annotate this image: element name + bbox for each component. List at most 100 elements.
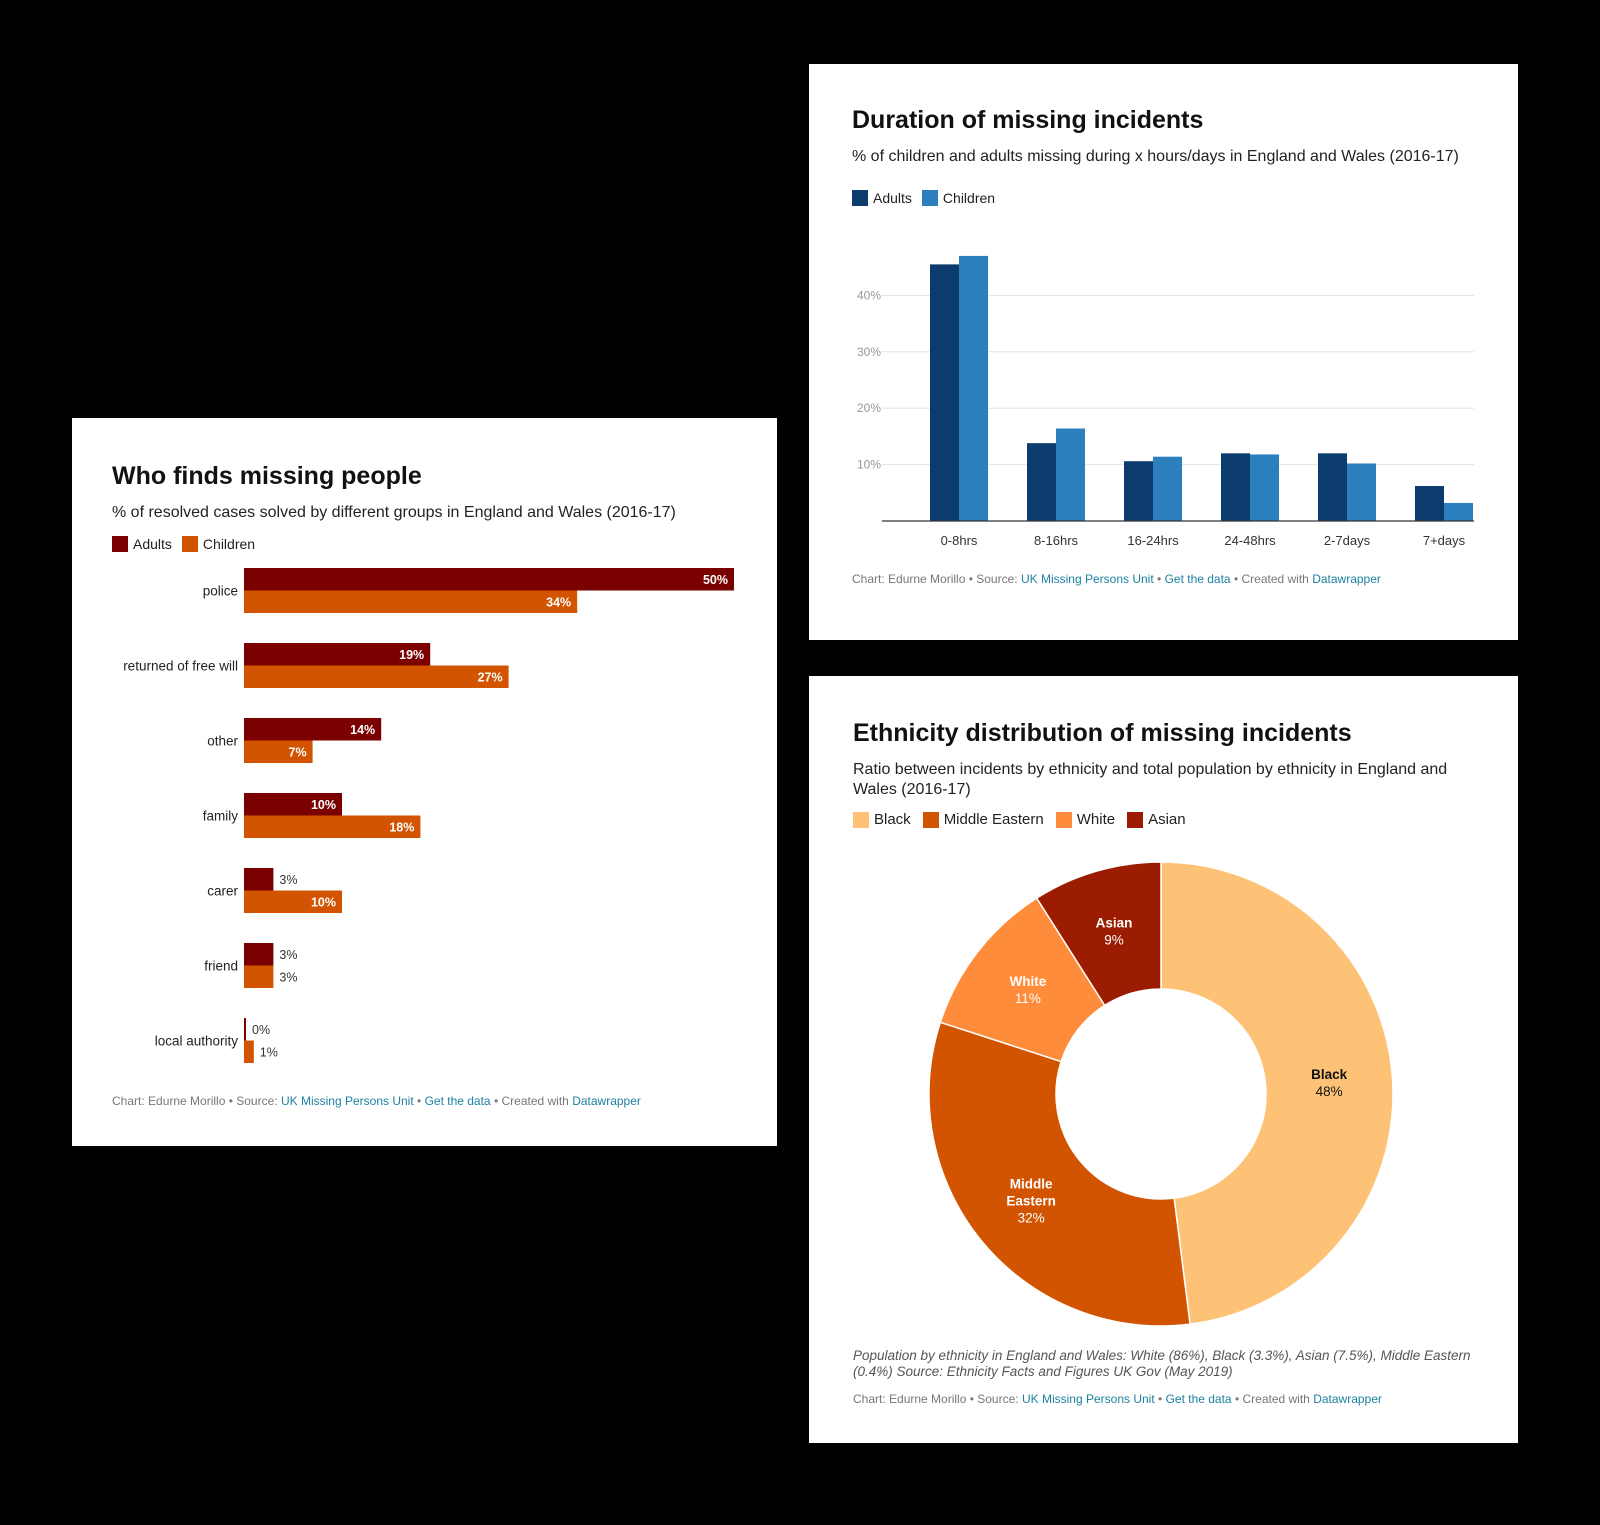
bar-adults	[244, 943, 274, 966]
value-label: 1%	[260, 1045, 278, 1059]
legend-label-black: Black	[874, 811, 911, 828]
legend-swatch-adults	[112, 536, 128, 552]
slice-label: 32%	[1018, 1210, 1045, 1225]
legend-swatch-middle-eastern	[922, 811, 939, 828]
footer-source-link[interactable]: UK Missing Persons Unit	[1020, 572, 1154, 586]
category-label: returned of free will	[123, 659, 238, 674]
bar-adults	[244, 793, 342, 816]
legend-label-asian: Asian	[1148, 811, 1186, 828]
legend-swatch-adults	[852, 190, 868, 206]
footer-datawrapper-link[interactable]: Datawrapper	[572, 1094, 641, 1108]
y-tick-label: 10%	[857, 458, 881, 472]
slice-black	[1160, 861, 1394, 1326]
ethnicity-title: Ethnicity distribution of missing incide…	[853, 719, 1352, 747]
bar-children	[244, 1040, 254, 1063]
x-tick-label: 16-24hrs	[1127, 533, 1179, 548]
legend-item-children: Children	[921, 190, 996, 206]
category-label: family	[203, 809, 239, 824]
bar-adults	[1415, 486, 1444, 521]
slice-label: Middle	[1010, 1176, 1053, 1191]
footer-source-link[interactable]: UK Missing Persons Unit	[280, 1094, 414, 1108]
bar-children	[1056, 428, 1085, 521]
legend-item-children: Children	[181, 536, 256, 552]
footer-credit: Chart: Edurne Morillo • Source:	[112, 1094, 278, 1108]
ethnicity-legend: Black Middle Eastern White Asian	[853, 811, 1196, 828]
slice-label: 9%	[1104, 933, 1124, 948]
legend-label-children: Children	[942, 190, 996, 206]
bar-children	[1153, 456, 1182, 521]
who-finds-footer: Chart: Edurne Morillo • Source: UK Missi…	[112, 1094, 641, 1108]
duration-footer: Chart: Edurne Morillo • Source: UK Missi…	[852, 572, 1381, 586]
footer-datawrapper-link[interactable]: Datawrapper	[1312, 572, 1381, 586]
legend-item-adults: Adults	[112, 536, 172, 552]
bar-children	[1444, 502, 1473, 521]
legend-label-children: Children	[202, 536, 256, 552]
value-label: 18%	[389, 820, 414, 834]
who-finds-card: Who finds missing people % of resolved c…	[72, 418, 777, 1146]
footer-datawrapper-link[interactable]: Datawrapper	[1313, 1392, 1382, 1406]
legend-label-adults: Adults	[873, 190, 912, 206]
y-tick-label: 40%	[857, 288, 881, 302]
legend-label-middle-eastern: Middle Eastern	[943, 811, 1044, 828]
x-tick-label: 0-8hrs	[941, 533, 978, 548]
value-label: 14%	[350, 723, 375, 737]
who-finds-subtitle: % of resolved cases solved by different …	[112, 504, 676, 521]
value-label: 0%	[252, 1023, 270, 1037]
category-label: local authority	[155, 1034, 239, 1049]
x-tick-label: 2-7days	[1324, 533, 1371, 548]
value-label: 10%	[311, 798, 336, 812]
slice-label: Black	[1311, 1067, 1348, 1082]
footer-created: • Created with	[1234, 1392, 1310, 1406]
bar-children	[1347, 463, 1376, 521]
bar-children	[244, 815, 421, 838]
ethnicity-card: Ethnicity distribution of missing incide…	[809, 676, 1518, 1443]
bar-adults	[930, 264, 959, 521]
category-label: friend	[204, 959, 238, 974]
ethnicity-donut-chart: Black 48% Middle Eastern 32% White 11% Asian 9%	[928, 861, 1394, 1327]
value-label: 34%	[546, 595, 571, 609]
category-label: other	[207, 734, 238, 749]
bar-children	[1250, 454, 1279, 521]
value-label: 3%	[279, 948, 297, 962]
ethnicity-footer: Chart: Edurne Morillo • Source: UK Missi…	[853, 1392, 1382, 1406]
legend-swatch-white	[1055, 811, 1072, 828]
legend-swatch-black	[853, 811, 869, 828]
slice-asian	[1035, 861, 1162, 1007]
legend-item-middle-eastern: Middle Eastern	[922, 811, 1044, 828]
duration-subtitle: % of children and adults missing during …	[852, 148, 1459, 165]
bar-children	[244, 665, 509, 688]
category-label: police	[203, 584, 238, 599]
who-finds-chart: police 50% 34% returned of free will 19% 27% o…	[123, 568, 734, 1063]
ethnicity-subtitle: Ratio between incidents by ethnicity and…	[853, 761, 1448, 798]
bar-children	[959, 255, 988, 522]
footer-created: • Created with	[1233, 572, 1309, 586]
slice-label: 11%	[1015, 991, 1041, 1006]
footer-get-data-link[interactable]: Get the data	[424, 1094, 491, 1108]
legend-swatch-asian	[1127, 811, 1144, 828]
bar-children	[244, 740, 313, 763]
duration-title: Duration of missing incidents	[852, 106, 1204, 134]
value-label: 3%	[279, 873, 297, 887]
bar-adults	[244, 868, 274, 891]
legend-label-white: White	[1076, 811, 1116, 828]
slice-label: White	[1009, 974, 1046, 989]
footer-get-data-link[interactable]: Get the data	[1165, 1392, 1232, 1406]
legend-label-adults: Adults	[133, 536, 172, 552]
bar-adults	[1221, 453, 1250, 521]
legend-item-asian: Asian	[1127, 811, 1186, 828]
footer-source-link[interactable]: UK Missing Persons Unit	[1021, 1392, 1155, 1406]
footer-get-data-link[interactable]: Get the data	[1164, 572, 1231, 586]
value-label: 3%	[279, 970, 297, 984]
value-label: 19%	[399, 648, 424, 662]
value-label: 27%	[478, 670, 503, 684]
slice-middle-eastern	[928, 1021, 1191, 1327]
x-tick-label: 7+days	[1423, 533, 1466, 548]
footer-credit: Chart: Edurne Morillo • Source:	[852, 572, 1018, 586]
who-finds-title: Who finds missing people	[112, 462, 422, 490]
bar-adults	[244, 568, 734, 591]
duration-chart: 10% 20% 30% 40% 0-8hrs 8-16hrs 16-24hrs 24-48hr…	[857, 255, 1474, 548]
bar-adults	[244, 1018, 246, 1041]
bar-adults	[1318, 453, 1347, 521]
slice-label: Asian	[1096, 916, 1133, 931]
bar-adults	[244, 718, 382, 741]
